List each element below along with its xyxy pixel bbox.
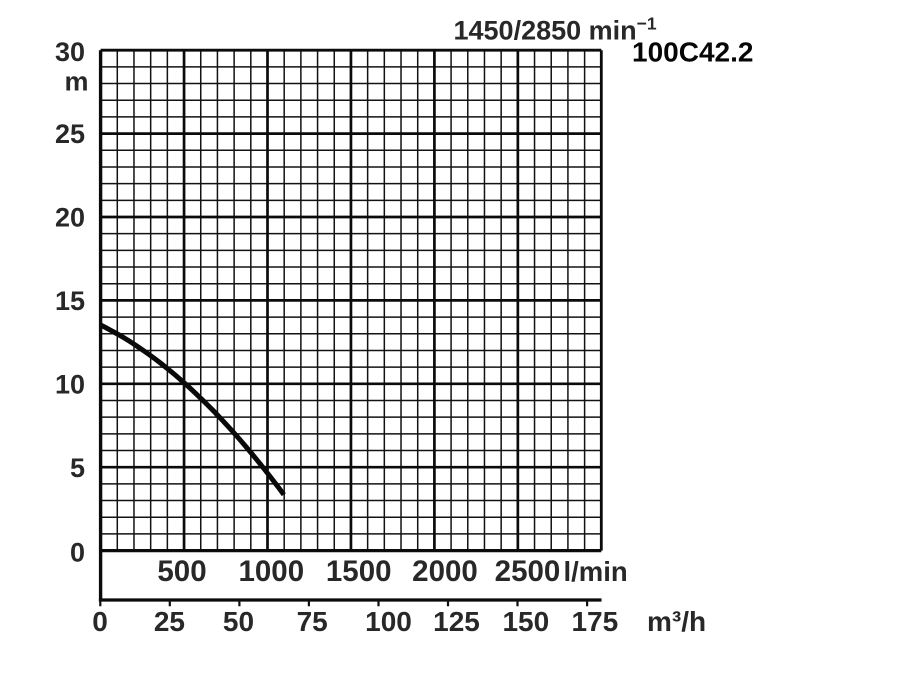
svg-text:10: 10 [55,370,85,400]
svg-text:1450/2850 min−1: 1450/2850 min−1 [454,14,657,46]
svg-text:25: 25 [154,606,185,637]
svg-text:50: 50 [223,606,254,637]
svg-text:175: 175 [571,606,618,637]
svg-text:2000: 2000 [412,555,478,588]
svg-text:100: 100 [365,606,412,637]
svg-text:0: 0 [92,606,108,637]
svg-text:75: 75 [297,606,328,637]
svg-text:25: 25 [55,119,85,149]
svg-text:500: 500 [157,555,206,588]
svg-text:125: 125 [433,606,480,637]
svg-text:m³/h: m³/h [647,606,706,637]
svg-text:100C42.2: 100C42.2 [632,37,753,68]
svg-text:1500: 1500 [326,555,392,588]
svg-text:15: 15 [55,286,85,316]
svg-text:30: 30 [55,37,85,67]
svg-text:5: 5 [70,453,85,483]
svg-text:m: m [64,66,88,96]
svg-text:2500: 2500 [495,555,561,588]
svg-text:0: 0 [70,537,85,567]
svg-text:l/min: l/min [564,556,628,587]
svg-text:1000: 1000 [238,555,304,588]
svg-text:20: 20 [55,203,85,233]
svg-text:150: 150 [502,606,549,637]
